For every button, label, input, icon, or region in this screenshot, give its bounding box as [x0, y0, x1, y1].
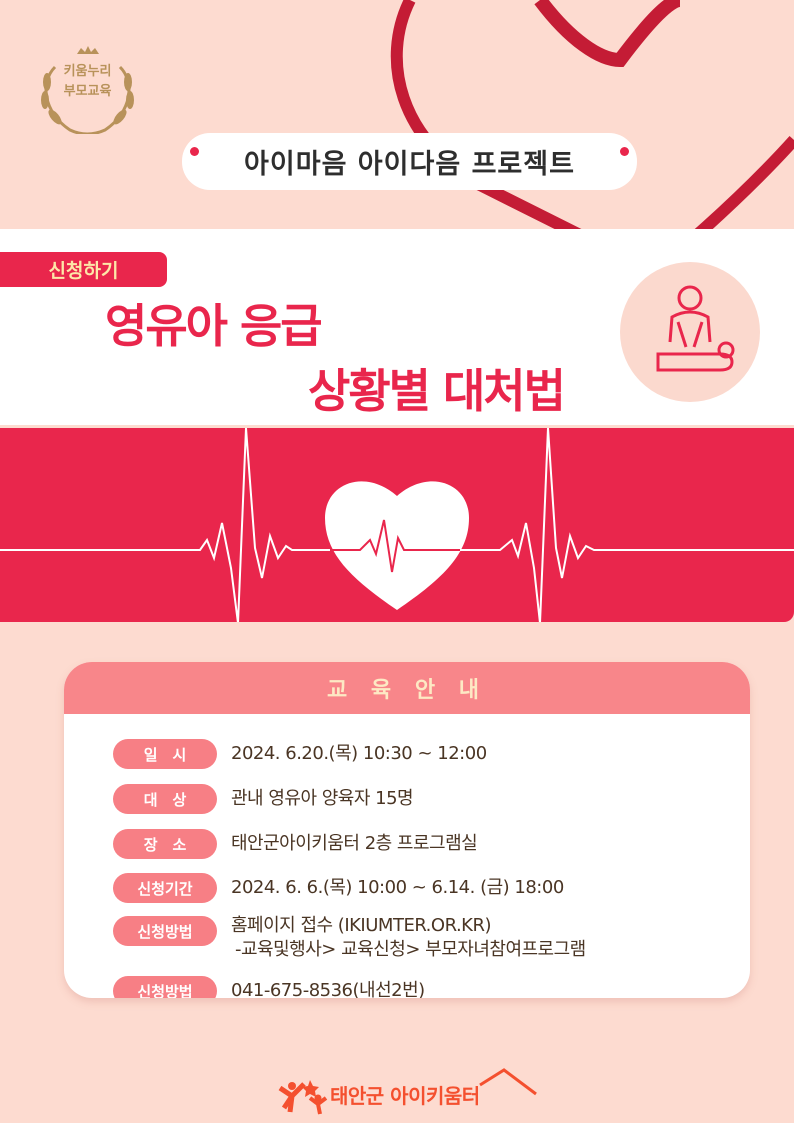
row-label: 신청기간 [113, 873, 217, 903]
row-label: 신청방법 [113, 916, 217, 946]
apply-tag: 신청하기 [0, 252, 167, 287]
dot-icon [620, 147, 629, 156]
ecg-heart-graphic [0, 428, 794, 622]
row-label: 장 소 [113, 829, 217, 859]
badge-line1: 키움누리 [63, 64, 112, 79]
info-row: 신청방법 041-675-8536(내선2번) [113, 976, 425, 998]
card-title: 교 육 안 내 [64, 662, 750, 714]
badge-line2: 부모교육 [63, 84, 112, 99]
info-row: 대 상 관내 영유아 양육자 15명 [113, 784, 414, 814]
education-info-card: 교 육 안 내 일 시 2024. 6.20.(목) 10:30 ~ 12:00 … [64, 662, 750, 998]
row-value-line2: -교육및행사> 교육신청> 부모자녀참여프로그램 [235, 939, 586, 960]
dot-icon [190, 147, 199, 156]
row-label: 신청방법 [113, 976, 217, 998]
row-value: 2024. 6. 6.(목) 10:00 ~ 6.14. (금) 18:00 [231, 877, 564, 898]
row-label: 일 시 [113, 739, 217, 769]
logo-graphic-icon [278, 1068, 537, 1115]
title-line1: 영유아 응급 [105, 299, 323, 353]
row-value: 홈페이지 접수 (IKIUMTER.OR.KR) [231, 915, 491, 936]
info-row: 신청방법 홈페이지 접수 (IKIUMTER.OR.KR) -교육및행사> 교육신청… [113, 915, 586, 962]
logo-text: 태안군 아이키움터 [330, 1084, 480, 1108]
cpr-icon-circle [620, 262, 760, 402]
info-row: 장 소 태안군아이키움터 2층 프로그램실 [113, 829, 478, 859]
cpr-icon [656, 285, 735, 372]
row-value: 2024. 6.20.(목) 10:30 ~ 12:00 [231, 743, 487, 764]
project-title-pill: 아이마음 아이다음 프로젝트 [182, 133, 637, 190]
title-line2: 상황별 대처법 [308, 364, 566, 418]
row-value: 태안군아이키움터 2층 프로그램실 [231, 833, 478, 854]
footer-logo: 태안군 아이키움터 [270, 1060, 540, 1115]
row-value: 041-675-8536(내선2번) [231, 980, 425, 998]
row-value: 관내 영유아 양육자 15명 [231, 788, 414, 809]
info-row: 신청기간 2024. 6. 6.(목) 10:00 ~ 6.14. (금) 18:… [113, 873, 564, 903]
laurel-badge: 키움누리 부모교육 [25, 22, 150, 136]
info-row: 일 시 2024. 6.20.(목) 10:30 ~ 12:00 [113, 739, 487, 769]
row-label: 대 상 [113, 784, 217, 814]
project-title: 아이마음 아이다음 프로젝트 [244, 149, 575, 180]
